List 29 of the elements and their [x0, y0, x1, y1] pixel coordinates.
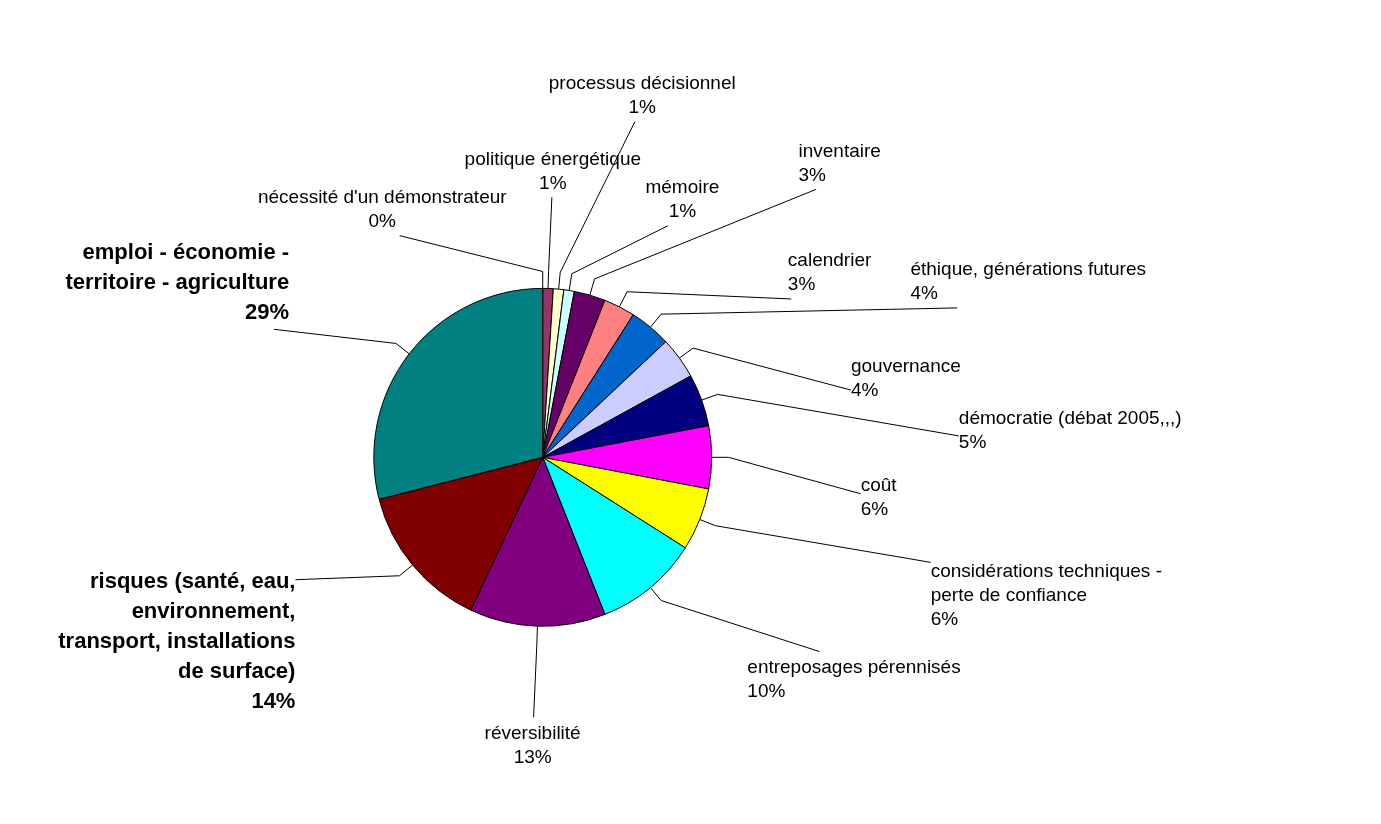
slice-label: mémoire: [645, 176, 720, 198]
slice-label: inventaire: [798, 139, 881, 161]
data-label: 29%: [245, 298, 290, 324]
category-label: nécessité d'un démonstrateur: [257, 186, 507, 208]
data-label: 3%: [798, 163, 827, 185]
slice-label: entreposages pérennisés: [747, 656, 961, 678]
data-label: 10%: [747, 680, 786, 702]
data-label: 1%: [628, 96, 657, 118]
data-label: 1%: [668, 200, 697, 222]
data-label: 14%: [251, 687, 296, 713]
data-label: 5%: [958, 431, 987, 453]
slice-label: calendrier: [787, 249, 872, 271]
slice-label: emploi - économie - territoire - agriculture: [65, 238, 290, 294]
text: 0%: [368, 210, 396, 232]
data-label: 4%: [910, 282, 939, 304]
data-label: 6%: [860, 497, 889, 519]
slice-label: gouvernance: [850, 354, 961, 376]
slice-label: réversibilité: [484, 721, 581, 743]
data-label: 3%: [787, 273, 816, 295]
data-label: 13%: [513, 745, 552, 767]
slice-label: éthique, générations futures: [910, 258, 1146, 280]
slice-label: démocratie (débat 2005,,,): [958, 407, 1182, 429]
data-label: 6%: [930, 608, 959, 630]
slice-label: risques (santé, eau, environnement, transport, installations de surface): [58, 567, 296, 683]
data-label: 4%: [850, 378, 879, 400]
slice-label: processus décisionnel: [548, 72, 736, 94]
slice-label: coût: [860, 473, 898, 495]
slice-label: considérations techniques - perte de confiance: [930, 560, 1162, 606]
data-label: 1%: [539, 171, 567, 193]
